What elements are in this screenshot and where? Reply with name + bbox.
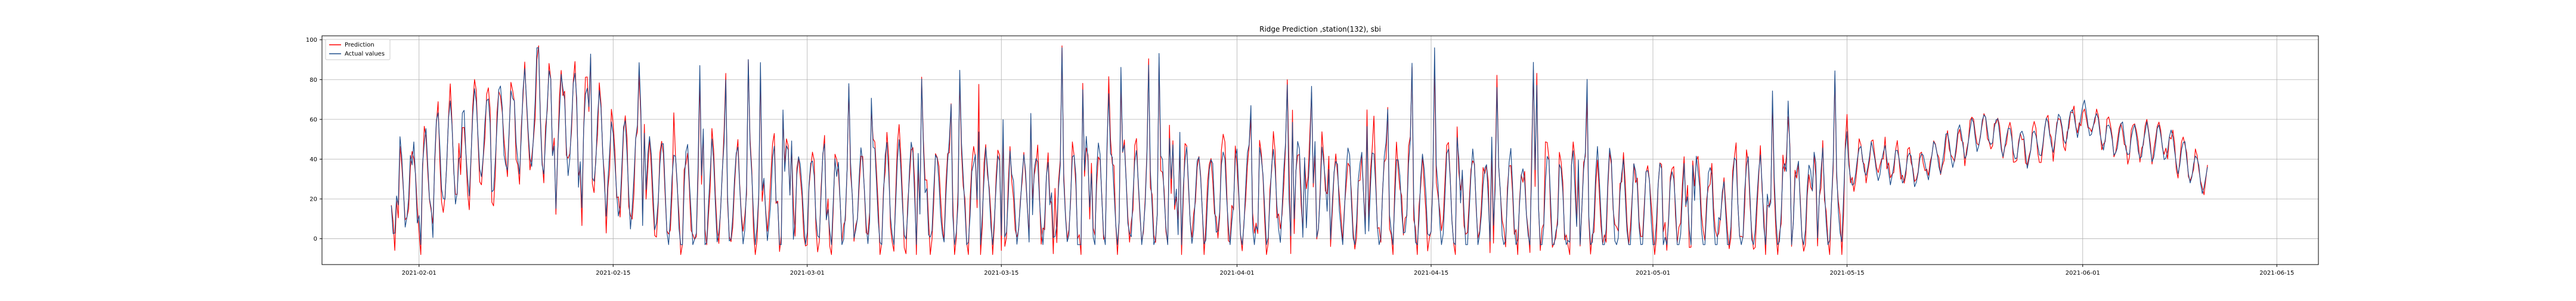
- x-tick-label: 2021-05-15: [1829, 270, 1864, 277]
- chart-title: Ridge Prediction ,station(132), sbi: [1259, 25, 1381, 33]
- y-tick-label: 80: [309, 77, 317, 84]
- y-axis: 0 20 40 60 80 100: [306, 37, 322, 242]
- legend-label-prediction: Prediction: [345, 42, 374, 48]
- y-tick-label: 20: [309, 196, 317, 203]
- plot-frame: [321, 35, 2319, 265]
- y-tick-label: 100: [306, 37, 317, 44]
- x-tick-label: 2021-06-01: [2066, 270, 2100, 277]
- x-tick-label: 2021-03-15: [984, 270, 1018, 277]
- x-axis: 2021-02-01 2021-02-15 2021-03-01 2021-03-15…: [402, 265, 2294, 277]
- legend: Prediction Actual values: [325, 39, 391, 60]
- y-tick-label: 60: [309, 116, 317, 123]
- x-tick-label: 2021-02-15: [596, 270, 630, 277]
- legend-box: [325, 39, 391, 60]
- y-tick-label: 0: [314, 236, 317, 242]
- series-layer: [391, 45, 2208, 255]
- x-tick-label: 2021-04-15: [1414, 270, 1448, 277]
- x-tick-label: 2021-06-15: [2259, 270, 2294, 277]
- y-tick-label: 40: [309, 156, 317, 163]
- series-line-actual: [391, 47, 2208, 245]
- x-tick-label: 2021-05-01: [1636, 270, 1670, 277]
- legend-label-actual: Actual values: [345, 51, 385, 57]
- x-tick-label: 2021-02-01: [402, 270, 436, 277]
- x-tick-label: 2021-03-01: [790, 270, 825, 277]
- x-tick-label: 2021-04-01: [1219, 270, 1254, 277]
